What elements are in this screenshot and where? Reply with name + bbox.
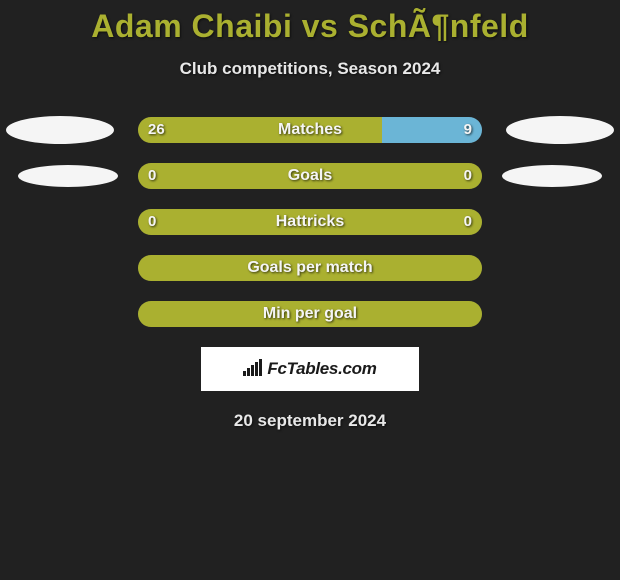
stat-bar: Hattricks0 0 bbox=[138, 209, 482, 235]
stat-value-left: 26 bbox=[148, 117, 165, 143]
stat-row: Hattricks0 0 bbox=[0, 209, 620, 235]
stat-label: Goals bbox=[138, 163, 482, 189]
stat-label: Matches bbox=[138, 117, 482, 143]
stat-label: Hattricks bbox=[138, 209, 482, 235]
player-ellipse-left bbox=[6, 116, 114, 144]
stat-value-left: 0 bbox=[148, 163, 156, 189]
player-small-ellipse-right bbox=[502, 165, 602, 187]
stat-label: Min per goal bbox=[138, 301, 482, 327]
logo-box: FcTables.com bbox=[201, 347, 419, 391]
stat-row: Matches26 9 bbox=[0, 117, 620, 143]
stat-row: Goals0 0 bbox=[0, 163, 620, 189]
stat-value-left: 0 bbox=[148, 209, 156, 235]
bars-icon bbox=[243, 358, 265, 381]
stat-row: Min per goal bbox=[0, 301, 620, 327]
stat-value-right: 9 bbox=[464, 117, 472, 143]
stat-value-right: 0 bbox=[464, 209, 472, 235]
stat-bar: Goals0 0 bbox=[138, 163, 482, 189]
stat-bar: Matches26 9 bbox=[138, 117, 482, 143]
player-ellipse-right bbox=[506, 116, 614, 144]
date-line: 20 september 2024 bbox=[0, 411, 620, 431]
page-subtitle: Club competitions, Season 2024 bbox=[0, 59, 620, 79]
stat-bar: Min per goal bbox=[138, 301, 482, 327]
stat-bar: Goals per match bbox=[138, 255, 482, 281]
player-small-ellipse-left bbox=[18, 165, 118, 187]
stat-label: Goals per match bbox=[138, 255, 482, 281]
page-title: Adam Chaibi vs SchÃ¶nfeld bbox=[0, 0, 620, 45]
stats-rows: Matches269Goals00Hattricks00Goals per ma… bbox=[0, 117, 620, 327]
logo-text: FcTables.com bbox=[267, 359, 376, 379]
stat-value-right: 0 bbox=[464, 163, 472, 189]
stat-row: Goals per match bbox=[0, 255, 620, 281]
